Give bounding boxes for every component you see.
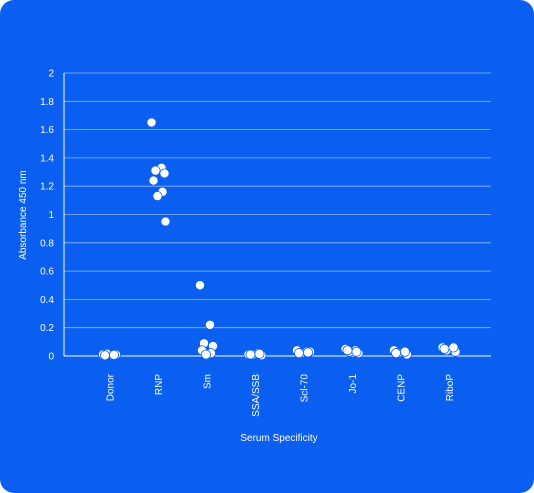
y-tick-label: 0.4: [40, 295, 54, 306]
data-point: [160, 216, 171, 227]
data-point: [342, 345, 353, 356]
data-point: [293, 348, 304, 359]
data-point: [159, 168, 170, 179]
x-axis-title: Serum Specificity: [240, 433, 317, 444]
y-tick-label: 2: [48, 69, 54, 80]
x-tick-label: Jo-1: [348, 374, 359, 394]
data-point: [448, 342, 459, 353]
y-tick-label: 0.8: [40, 238, 54, 249]
x-tick-label: RNP: [154, 374, 165, 395]
data-point: [351, 346, 362, 357]
x-tick-label: SSA/SSB: [251, 374, 262, 417]
data-point: [146, 117, 157, 128]
data-point: [194, 280, 205, 291]
x-tick-labels: Donor RNP Sm SSA/SSB Scl-70 Jo-1 CENP RiboP: [106, 373, 457, 416]
y-axis-title: Absorbance 450 nm: [18, 170, 29, 260]
data-point: [390, 348, 401, 359]
data-point: [100, 350, 111, 361]
y-tick-label: 1.2: [40, 182, 54, 193]
data-points: [98, 117, 461, 361]
y-tick-label: 1.8: [40, 97, 54, 108]
data-point: [152, 191, 163, 202]
data-point: [254, 348, 265, 359]
data-point: [200, 349, 211, 360]
data-point: [204, 319, 215, 330]
x-tick-label: CENP: [397, 374, 408, 402]
data-point: [399, 346, 410, 357]
data-point: [109, 349, 120, 360]
y-tick-label: 1.6: [40, 125, 54, 136]
data-point: [439, 343, 450, 354]
y-tick-labels: 0 0.2 0.4 0.6 0.8 1 1.2 1.4 1.6 1.8 2: [40, 69, 54, 363]
x-tick-label: RiboP: [445, 374, 456, 402]
y-tick-label: 1.4: [40, 153, 54, 164]
x-tick-label: Sm: [203, 374, 214, 389]
grid-lines: [64, 72, 491, 329]
y-tick-label: 0.2: [40, 323, 54, 334]
axes: [63, 73, 491, 357]
y-tick-label: 1: [48, 210, 54, 221]
x-tick-label: Donor: [106, 373, 117, 401]
x-tick-label: Scl-70: [300, 374, 311, 403]
data-point: [148, 175, 159, 186]
y-tick-label: 0.6: [40, 267, 54, 278]
y-tick-label: 0: [48, 352, 54, 363]
data-point: [302, 347, 313, 358]
data-point: [150, 165, 161, 176]
data-point: [245, 349, 256, 360]
